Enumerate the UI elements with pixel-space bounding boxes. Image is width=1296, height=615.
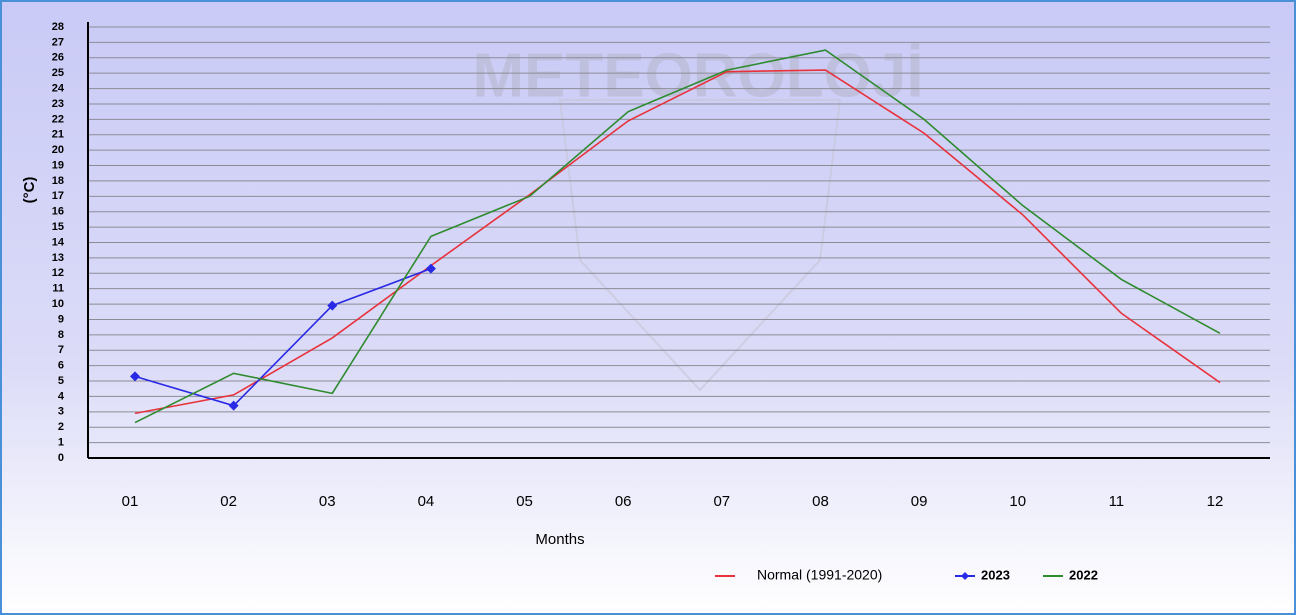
x-tick-label: 04 [418, 493, 435, 510]
y-axis-label: (°C) [21, 177, 38, 204]
x-tick-label: 10 [1009, 493, 1026, 510]
y-tick-label: 24 [52, 82, 65, 94]
y-tick-label: 6 [58, 360, 64, 372]
y-tick-label: 3 [58, 406, 64, 418]
x-tick-label: 11 [1109, 493, 1125, 510]
y-tick-label: 9 [58, 313, 64, 325]
legend-label: 2022 [1069, 567, 1098, 582]
data-point [327, 300, 338, 311]
y-tick-label: 23 [52, 98, 64, 110]
y-tick-label: 5 [58, 375, 64, 387]
y-tick-label: 2 [58, 421, 64, 433]
watermark-shield [558, 99, 842, 392]
y-tick-label: 16 [52, 206, 64, 218]
y-tick-label: 27 [52, 36, 64, 48]
series-line [134, 267, 432, 407]
y-tick-label: 4 [58, 390, 65, 402]
series-line [134, 69, 1221, 415]
x-tick-label: 06 [615, 493, 632, 510]
data-point [425, 263, 436, 274]
y-tick-label: 12 [52, 267, 64, 279]
x-tick-label: 12 [1207, 493, 1224, 510]
y-tick-label: 15 [52, 221, 64, 233]
y-tick-label: 26 [52, 52, 64, 64]
legend-label: Normal (1991-2020) [757, 567, 882, 583]
y-tick-label: 17 [52, 190, 64, 202]
legend-marker [961, 572, 969, 580]
x-tick-label: 01 [122, 493, 139, 510]
y-tick-label: 14 [52, 236, 65, 248]
y-tick-label: 1 [58, 437, 64, 449]
y-tick-label: 11 [52, 283, 64, 295]
x-tick-label: 09 [911, 493, 928, 510]
y-tick-label: 19 [52, 159, 64, 171]
y-tick-label: 25 [52, 67, 64, 79]
y-tick-label: 13 [52, 252, 64, 264]
x-tick-label: 02 [220, 493, 237, 510]
x-tick-label: 05 [516, 493, 533, 510]
y-tick-label: 22 [52, 113, 64, 125]
y-tick-label: 28 [52, 21, 64, 33]
y-tick-label: 21 [52, 129, 64, 141]
y-tick-label: 20 [52, 144, 64, 156]
x-tick-label: 07 [713, 493, 730, 510]
x-tick-label: 03 [319, 493, 336, 510]
y-tick-label: 7 [58, 344, 64, 356]
data-point [130, 371, 140, 382]
y-tick-label: 18 [52, 175, 64, 187]
y-tick-label: 10 [52, 298, 64, 310]
x-axis-label: Months [535, 531, 584, 548]
y-tick-label: 0 [58, 452, 64, 464]
data-point [228, 400, 239, 411]
x-tick-label: 08 [812, 493, 829, 510]
legend-label: 2023 [981, 567, 1010, 582]
y-tick-label: 8 [58, 329, 64, 341]
watermark: METEOROLOJİ [472, 41, 923, 110]
series-line [134, 49, 1221, 424]
